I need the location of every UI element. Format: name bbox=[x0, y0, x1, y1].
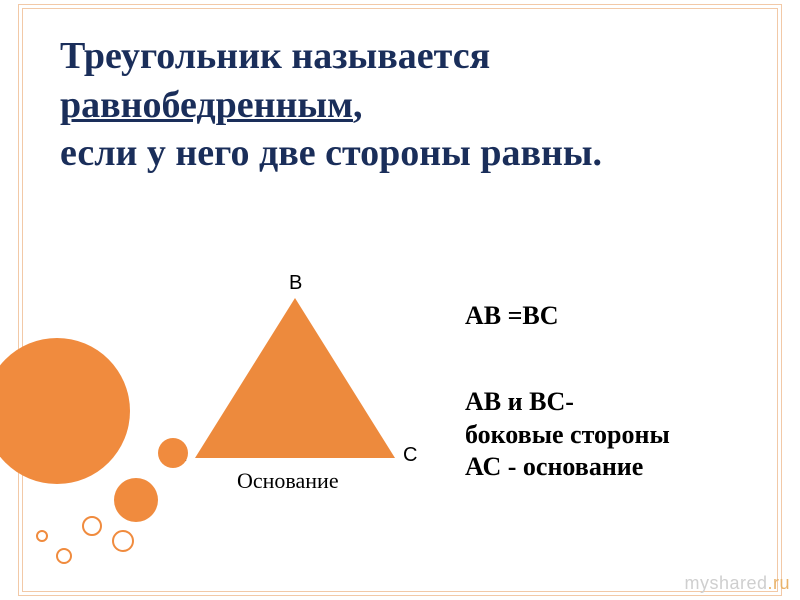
sides-desc-line1: АВ и ВС- bbox=[465, 387, 574, 416]
base-label: Основание bbox=[237, 468, 339, 494]
watermark: myshared.ru bbox=[684, 573, 790, 594]
triangle-shape bbox=[195, 298, 395, 458]
sides-description: АВ и ВС- боковые стороны АС - основание bbox=[465, 386, 775, 484]
heading-keyword: равнобедренным bbox=[60, 84, 353, 126]
definition-heading: Треугольник называется равнобедренным, е… bbox=[60, 32, 740, 178]
heading-part1: Треугольник называется bbox=[60, 35, 490, 77]
equation-equal-sides: АВ =ВС bbox=[465, 300, 559, 333]
sides-desc-line2: боковые стороны bbox=[465, 420, 670, 449]
vertex-label-c: С bbox=[403, 444, 417, 467]
watermark-text-a: myshared bbox=[684, 573, 767, 593]
triangle-figure: А В С Основание bbox=[195, 298, 405, 498]
vertex-label-a: А bbox=[173, 444, 186, 467]
heading-comma: , bbox=[353, 84, 363, 126]
watermark-text-b: .ru bbox=[767, 573, 790, 593]
base-desc-line: АС - основание bbox=[465, 452, 643, 481]
vertex-label-b: В bbox=[289, 272, 302, 295]
heading-part2: если у него две стороны равны. bbox=[60, 132, 602, 174]
